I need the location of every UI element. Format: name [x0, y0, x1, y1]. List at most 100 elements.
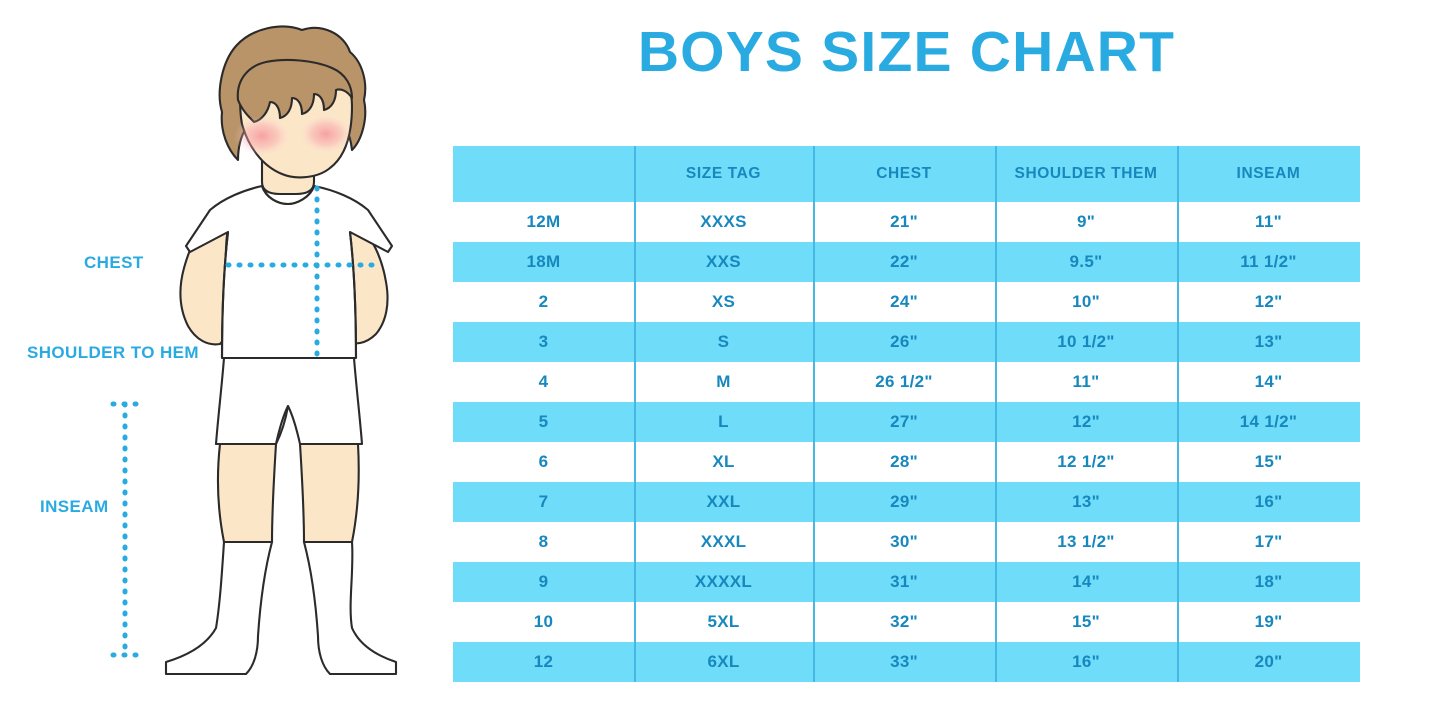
cell-chest: 28" — [890, 452, 918, 471]
hair-fringe — [236, 58, 354, 124]
cell-chest: 27" — [890, 412, 918, 431]
boy-figure-illustration — [110, 25, 398, 676]
cell-size-tag: 6XL — [707, 652, 740, 671]
cell-inseam: 14" — [1254, 372, 1283, 391]
shorts-shape — [214, 356, 364, 446]
cell-size: 9 — [538, 572, 549, 591]
cell-shoulder: 10" — [1072, 292, 1100, 311]
cell-size: 3 — [538, 332, 549, 351]
tshirt-left-seam — [220, 231, 230, 359]
header-cell-inseam: INSEAM — [1236, 165, 1301, 182]
cell-size: 6 — [538, 452, 549, 471]
cell-shoulder: 10 1/2" — [1057, 332, 1115, 351]
table-row: 2 XS 24" 10" 12" — [453, 282, 1360, 322]
tshirt-right-seam — [348, 231, 358, 359]
cell-inseam: 11" — [1255, 212, 1282, 231]
cell-shoulder: 9" — [1076, 212, 1096, 231]
table-row: 8 XXXL 30" 13 1/2" 17" — [453, 522, 1360, 562]
cell-inseam: 12" — [1254, 292, 1283, 311]
cell-shoulder: 13 1/2" — [1057, 532, 1115, 551]
cell-inseam: 13" — [1254, 332, 1283, 351]
table-row: 3 S 26" 10 1/2" 13" — [453, 322, 1360, 362]
cell-chest: 26 1/2" — [875, 372, 933, 391]
cell-chest: 26" — [890, 332, 918, 351]
cell-inseam: 18" — [1254, 572, 1283, 591]
cell-size-tag: XXL — [706, 492, 741, 511]
table-row: 5 L 27" 12" 14 1/2" — [453, 402, 1360, 442]
table-row: 7 XXL 29" 13" 16" — [453, 482, 1360, 522]
header-cell-shoulder: SHOULDER THEM — [1014, 165, 1158, 182]
cell-chest: 24" — [890, 292, 918, 311]
table-row: 10 5XL 32" 15" 19" — [453, 602, 1360, 642]
cell-inseam: 14 1/2" — [1239, 412, 1298, 431]
figure-group — [110, 25, 398, 676]
cell-size-tag: XXXL — [700, 532, 747, 551]
cheek-left — [234, 116, 290, 156]
table-row: 4 M 26 1/2" 11" 14" — [453, 362, 1360, 402]
shorts-crotch-line — [275, 405, 290, 445]
table-row: 18M XXS 22" 9.5" 11 1/2" — [453, 242, 1360, 282]
cell-size-tag: S — [717, 332, 730, 351]
inseam-measure-label: INSEAM — [40, 497, 109, 516]
cell-size: 7 — [538, 492, 549, 511]
cell-shoulder: 9.5" — [1069, 252, 1103, 271]
cell-chest: 30" — [890, 532, 918, 551]
cell-size-tag: XS — [711, 292, 736, 311]
cell-chest: 32" — [890, 612, 918, 631]
cell-inseam: 16" — [1254, 492, 1283, 511]
size-chart-table: SIZE TAG CHEST SHOULDER THEM INSEAM 12M X… — [453, 146, 1360, 682]
shoulder-to-hem-measure-label: SHOULDER TO HEM — [27, 343, 199, 362]
cell-inseam: 11 1/2" — [1240, 252, 1297, 271]
cell-shoulder: 16" — [1072, 652, 1100, 671]
cell-inseam: 17" — [1254, 532, 1283, 551]
header-cell-size — [453, 146, 634, 202]
cell-chest: 21" — [890, 212, 918, 231]
sock-shoe-right — [302, 540, 398, 676]
cell-size-tag: L — [718, 412, 729, 431]
boy-illustration-panel: CHEST SHOULDER TO HEM INSEAM — [0, 0, 440, 723]
cell-chest: 31" — [890, 572, 918, 591]
cell-size: 5 — [538, 412, 549, 431]
thigh-left — [216, 442, 278, 544]
cell-size-tag: 5XL — [707, 612, 740, 631]
cell-chest: 22" — [890, 252, 918, 271]
cell-shoulder: 12" — [1072, 412, 1100, 431]
page-title: BOYS SIZE CHART — [637, 20, 1176, 84]
cell-shoulder: 15" — [1072, 612, 1100, 631]
cell-size-tag: XL — [712, 452, 735, 471]
cell-size: 2 — [538, 292, 549, 311]
thigh-right — [298, 442, 360, 544]
table-row: 12 6XL 33" 16" 20" — [453, 642, 1360, 682]
cell-size: 12 — [533, 652, 554, 671]
cell-inseam: 20" — [1254, 652, 1283, 671]
chest-measure-label: CHEST — [84, 253, 144, 272]
cell-chest: 29" — [890, 492, 918, 511]
cell-shoulder: 14" — [1072, 572, 1100, 591]
header-cell-chest: CHEST — [876, 165, 932, 182]
table-body: 12M XXXS 21" 9" 11" 18M XXS 22" 9.5" 11 1/2" 2 XS 24… — [453, 202, 1360, 682]
cell-size: 4 — [538, 372, 549, 391]
header-cell-size-tag: SIZE TAG — [685, 165, 762, 182]
cell-size-tag: XXXS — [700, 212, 747, 231]
cell-shoulder: 12 1/2" — [1057, 452, 1115, 471]
cell-inseam: 19" — [1254, 612, 1283, 631]
sock-shoe-left — [164, 540, 274, 676]
cell-size: 10 — [533, 612, 554, 631]
cell-size: 12M — [526, 212, 561, 231]
cell-size: 18M — [526, 252, 561, 271]
cheek-right — [300, 115, 352, 153]
cell-size: 8 — [538, 532, 549, 551]
table-row: 12M XXXS 21" 9" 11" — [453, 202, 1360, 242]
cell-size-tag: M — [716, 372, 731, 391]
table-row: 9 XXXXL 31" 14" 18" — [453, 562, 1360, 602]
table-row: 6 XL 28" 12 1/2" 15" — [453, 442, 1360, 482]
cell-shoulder: 13" — [1072, 492, 1100, 511]
cell-size-tag: XXS — [706, 252, 741, 271]
tshirt-collar — [261, 185, 315, 206]
table-grid: SIZE TAG CHEST SHOULDER THEM INSEAM 12M X… — [453, 146, 1360, 682]
cell-size-tag: XXXXL — [694, 572, 753, 591]
cell-chest: 33" — [890, 652, 918, 671]
cell-inseam: 15" — [1254, 452, 1283, 471]
table-header-row: SIZE TAG CHEST SHOULDER THEM INSEAM — [453, 146, 1360, 202]
